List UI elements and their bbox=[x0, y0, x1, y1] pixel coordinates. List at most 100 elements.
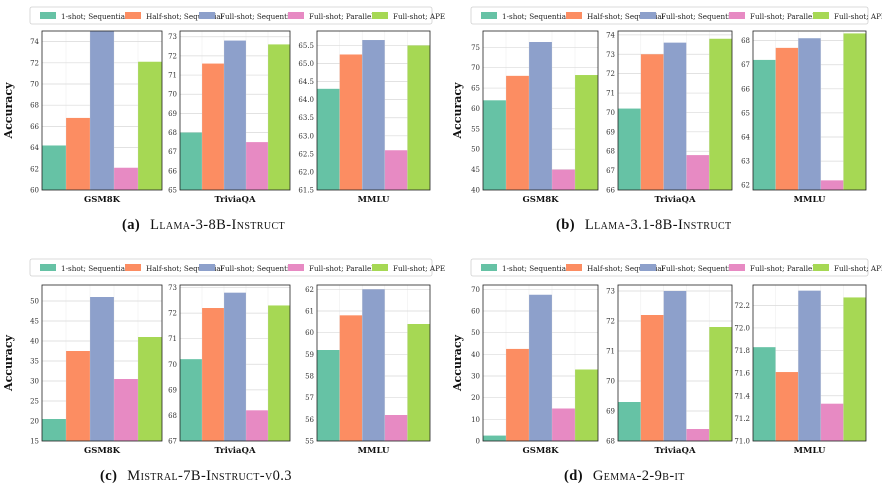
legend-label: 1-shot; Sequential bbox=[61, 264, 128, 273]
bar bbox=[362, 289, 385, 441]
y-tick-label: 45 bbox=[30, 318, 39, 326]
caption-c-text: Mistral-7B-Instruct-v0.3 bbox=[127, 468, 292, 484]
panel-d: 1-shot; Sequential Half-shot; SequentialF… bbox=[451, 258, 882, 456]
y-tick-label: 73 bbox=[168, 33, 177, 41]
subplot-mmlu: 61.5 62.0 62.5 63.0 63.5 64.0 64.5 65.0 65.5 MMLU bbox=[298, 30, 431, 205]
axes-frame bbox=[316, 284, 431, 442]
y-tick-label: 62.5 bbox=[298, 150, 314, 158]
y-tick-label: 73 bbox=[606, 288, 615, 296]
legend-swatch bbox=[566, 12, 582, 19]
bar bbox=[686, 429, 710, 441]
panel-a: 1-shot; Sequential Half-shot; SequentialF… bbox=[2, 6, 445, 205]
y-tick-label: 70 bbox=[30, 81, 39, 89]
legend-swatch bbox=[288, 264, 304, 271]
y-tick-label: 67 bbox=[168, 438, 177, 446]
bar bbox=[407, 45, 430, 190]
caption-d-text: Gemma-2-9b-it bbox=[592, 468, 685, 484]
bar bbox=[686, 155, 710, 190]
bar bbox=[114, 167, 138, 190]
bar bbox=[317, 350, 340, 441]
y-tick-label: 65.5 bbox=[298, 42, 314, 50]
y-tick-label: 65 bbox=[471, 85, 480, 93]
subplot-gsm8k: 40 45 50 55 60 65 70 75 GSM8K bbox=[471, 30, 599, 205]
y-tick-label: 67 bbox=[606, 167, 615, 175]
bar bbox=[663, 291, 687, 441]
y-tick-label: 70 bbox=[606, 378, 615, 386]
x-axis-label: TriviaQA bbox=[214, 195, 255, 205]
legend-box bbox=[29, 258, 433, 277]
y-tick-label: 30 bbox=[30, 378, 39, 386]
legend-label: Half-shot; Sequential bbox=[146, 12, 224, 21]
bar bbox=[709, 327, 732, 441]
subplot-gsm8k: 0 10 20 30 40 50 60 70 GSM8K bbox=[471, 284, 599, 456]
bar bbox=[114, 379, 138, 441]
bar bbox=[268, 44, 290, 190]
y-tick-label: 69 bbox=[606, 408, 615, 416]
x-axis-label: TriviaQA bbox=[214, 446, 255, 456]
y-tick-label: 65 bbox=[741, 109, 750, 117]
y-tick-label: 25 bbox=[30, 398, 39, 406]
axes-frame bbox=[41, 284, 163, 442]
y-tick-label: 56 bbox=[305, 416, 314, 424]
y-tick-label: 60 bbox=[305, 329, 314, 337]
bar bbox=[202, 308, 224, 441]
axes-frame bbox=[617, 284, 733, 442]
y-tick-label: 72 bbox=[30, 59, 39, 67]
subplot-gsm8k: 15 20 25 30 35 40 45 50 GSM8K bbox=[30, 284, 163, 456]
y-tick-label: 70 bbox=[606, 109, 615, 117]
y-tick-label: 73 bbox=[168, 284, 177, 292]
y-tick-label: 62 bbox=[741, 182, 750, 190]
bar bbox=[775, 47, 799, 191]
bar bbox=[483, 435, 506, 441]
legend-swatch bbox=[481, 12, 497, 19]
bar bbox=[529, 42, 552, 190]
bar bbox=[138, 61, 162, 190]
legend-label: Full-shot; APE bbox=[834, 264, 882, 273]
legend-swatch bbox=[729, 12, 745, 19]
axes-frame bbox=[482, 30, 599, 191]
y-tick-label: 71.6 bbox=[734, 370, 750, 378]
legend-swatch bbox=[372, 264, 388, 271]
caption-a: (a) Llama-3-8B-Instruct bbox=[122, 217, 285, 234]
y-tick-label: 66 bbox=[30, 123, 39, 131]
y-axis-label: Accuracy bbox=[451, 82, 464, 140]
legend-label: Full-shot; APE bbox=[834, 12, 882, 21]
legend-label: Full-shot; Parallel bbox=[750, 12, 815, 21]
subplot-gsm8k: 60 62 64 66 68 70 72 74 GSM8K bbox=[30, 30, 163, 205]
caption-a-label: (a) bbox=[122, 217, 141, 233]
y-tick-label: 74 bbox=[606, 31, 615, 39]
y-axis-label: Accuracy bbox=[2, 334, 15, 392]
axes-frame bbox=[41, 30, 163, 191]
bar bbox=[820, 180, 844, 190]
y-tick-label: 40 bbox=[30, 338, 39, 346]
legend-swatch bbox=[813, 12, 829, 19]
y-tick-label: 65 bbox=[168, 187, 177, 195]
y-tick-label: 69 bbox=[606, 128, 615, 136]
y-tick-label: 71.4 bbox=[734, 392, 750, 400]
bar bbox=[640, 54, 664, 190]
bar bbox=[339, 54, 363, 191]
bar bbox=[709, 38, 732, 190]
legend-label: 1-shot; Sequential bbox=[502, 12, 569, 21]
y-tick-label: 63 bbox=[741, 158, 750, 166]
bar bbox=[66, 117, 90, 190]
y-tick-label: 66 bbox=[741, 85, 750, 93]
legend-swatch bbox=[729, 264, 745, 271]
legend-label: Half-shot; Sequential bbox=[587, 12, 665, 21]
y-tick-label: 66 bbox=[168, 167, 177, 175]
bar bbox=[42, 419, 66, 441]
bar bbox=[663, 42, 687, 190]
y-tick-label: 61 bbox=[305, 308, 314, 316]
y-tick-label: 67 bbox=[741, 61, 750, 69]
legend-label: 1-shot; Sequential bbox=[61, 12, 128, 21]
y-tick-label: 55 bbox=[305, 438, 314, 446]
y-tick-label: 40 bbox=[471, 351, 480, 359]
bar bbox=[339, 315, 363, 441]
y-tick-label: 72 bbox=[606, 70, 615, 78]
bar bbox=[529, 294, 552, 441]
y-tick-label: 10 bbox=[471, 416, 480, 424]
legend-swatch bbox=[199, 12, 215, 19]
x-axis-label: GSM8K bbox=[522, 195, 559, 205]
bar bbox=[820, 403, 844, 441]
y-tick-label: 71.0 bbox=[734, 438, 750, 446]
